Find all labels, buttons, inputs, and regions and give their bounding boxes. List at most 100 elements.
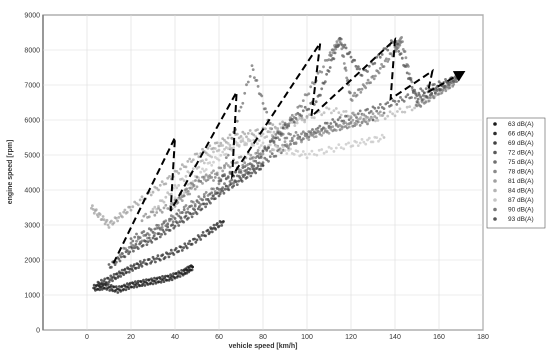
data-point <box>271 123 275 126</box>
x-tick-label: 60 <box>215 334 223 341</box>
data-point <box>182 194 186 198</box>
data-point <box>245 143 248 147</box>
data-point <box>330 111 333 115</box>
data-point <box>110 219 113 223</box>
data-point <box>405 105 409 109</box>
data-point <box>303 105 307 109</box>
data-point <box>386 101 390 104</box>
data-point <box>200 234 204 237</box>
legend-marker <box>493 179 497 183</box>
grid <box>43 14 484 331</box>
data-point <box>410 86 414 89</box>
data-point <box>164 203 168 207</box>
data-point <box>311 128 314 131</box>
data-point <box>153 213 157 217</box>
data-point <box>210 230 214 234</box>
data-point <box>360 74 364 77</box>
data-point <box>334 107 338 110</box>
data-point <box>259 156 263 159</box>
data-point <box>186 210 190 214</box>
data-point <box>168 219 171 223</box>
data-point <box>366 107 369 111</box>
data-point <box>208 161 212 165</box>
data-point <box>137 266 141 269</box>
data-point <box>239 155 243 159</box>
data-point <box>133 244 137 248</box>
data-point <box>230 148 234 152</box>
data-point <box>155 211 159 214</box>
data-point <box>354 113 358 117</box>
data-point <box>223 166 226 170</box>
data-point <box>109 284 113 287</box>
data-point <box>194 179 197 182</box>
data-point <box>202 169 206 173</box>
data-point <box>166 176 170 180</box>
y-tick-label: 0 <box>36 328 40 335</box>
data-point <box>303 152 307 156</box>
data-point <box>221 137 225 141</box>
data-point <box>169 273 173 277</box>
data-point <box>373 106 377 110</box>
legend: 63 dB(A) 66 dB(A) 69 dB(A) 72 dB(A) 75 dB(A)… <box>486 117 546 229</box>
data-point <box>119 275 123 278</box>
data-point <box>309 130 313 134</box>
data-point <box>347 125 351 129</box>
data-point <box>168 175 171 178</box>
data-point <box>344 142 348 146</box>
data-point <box>130 285 134 289</box>
data-point <box>118 259 122 263</box>
annotation-arrowhead <box>452 71 466 82</box>
data-point <box>201 182 204 185</box>
data-point <box>389 52 393 56</box>
data-point <box>285 136 289 140</box>
data-point <box>427 99 431 103</box>
data-point <box>356 112 360 116</box>
data-point <box>164 219 168 223</box>
data-point <box>169 248 173 252</box>
data-point <box>409 78 413 82</box>
legend-entry: 69 dB(A) <box>508 140 534 147</box>
data-point <box>256 149 260 152</box>
y-tick-label: 3000 <box>24 223 40 230</box>
data-point <box>261 161 265 165</box>
data-point <box>289 133 292 136</box>
data-point <box>408 105 412 108</box>
data-point <box>112 221 116 225</box>
data-point <box>307 92 311 96</box>
data-point <box>105 218 109 222</box>
data-point <box>382 107 386 110</box>
data-point <box>255 79 259 82</box>
data-point <box>433 83 436 86</box>
legend-marker <box>493 207 497 212</box>
data-point <box>235 141 239 145</box>
data-point <box>239 105 243 109</box>
data-point <box>112 273 116 276</box>
data-point <box>212 223 216 227</box>
data-point <box>131 269 135 272</box>
data-point <box>156 276 159 280</box>
data-point <box>177 184 181 187</box>
data-point <box>123 267 127 271</box>
data-point <box>228 170 232 174</box>
data-point <box>254 135 258 139</box>
data-point <box>114 285 118 289</box>
data-point <box>241 173 245 177</box>
data-point <box>327 107 331 111</box>
data-point <box>195 238 199 242</box>
data-point <box>421 89 424 93</box>
y-axis-ticks: 0 1000 2000 3000 4000 5000 6000 7000 8000 9000 <box>24 13 40 335</box>
data-point <box>325 121 329 125</box>
y-tick-label: 6000 <box>24 118 40 125</box>
data-point <box>228 165 232 169</box>
data-point <box>226 185 230 189</box>
data-point <box>329 122 333 125</box>
data-point <box>159 280 163 284</box>
data-point <box>98 213 102 216</box>
data-point <box>250 171 254 175</box>
data-point <box>335 40 339 44</box>
x-tick-label: 120 <box>345 334 357 341</box>
data-point <box>106 283 110 286</box>
data-point <box>206 146 210 150</box>
data-point <box>171 215 175 219</box>
data-point <box>222 191 226 195</box>
